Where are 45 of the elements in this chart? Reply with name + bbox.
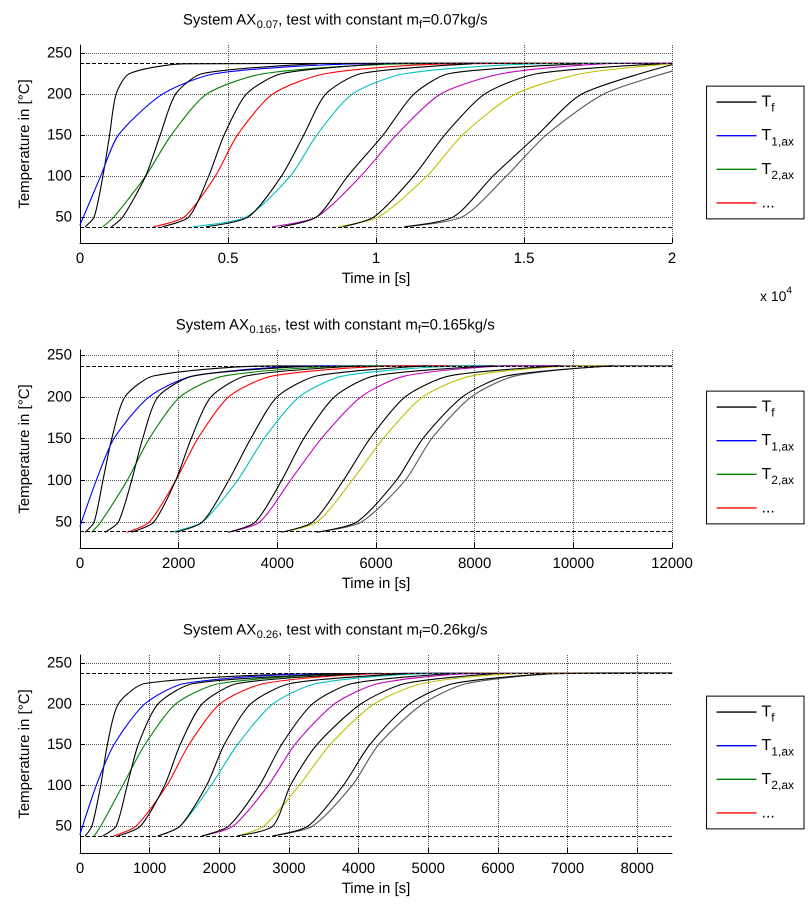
y-tick-label: 250 xyxy=(46,346,72,364)
y-tick-label: 250 xyxy=(46,44,72,62)
y-tick-label: 200 xyxy=(46,695,72,712)
x-tick-label: 2000 xyxy=(202,860,236,877)
y-tick-label: 150 xyxy=(46,430,72,448)
x-tick-label: 10000 xyxy=(552,555,594,572)
y-tick-label: 150 xyxy=(46,126,72,144)
x-tick-label: 0.5 xyxy=(218,250,238,267)
x-tick-label: 0 xyxy=(76,250,84,267)
y-tick-label: 200 xyxy=(46,86,72,103)
y-tick-label: 250 xyxy=(46,654,72,672)
y-tick-label: 100 xyxy=(46,776,72,794)
legend-label: ... xyxy=(762,499,775,516)
legend-label: ... xyxy=(762,194,775,212)
x-tick-label: 2000 xyxy=(162,555,196,572)
y-tick-label: 100 xyxy=(46,472,72,489)
x-tick-label: 0 xyxy=(76,860,84,877)
x-tick-label: 3000 xyxy=(272,860,306,877)
y-axis-title: Temperature in [°C] xyxy=(16,689,33,819)
y-tick-label: 200 xyxy=(46,388,72,406)
x-tick-label: 7000 xyxy=(550,860,584,877)
y-axis-title: Temperature in [°C] xyxy=(16,79,33,209)
x-tick-label: 0 xyxy=(76,555,84,572)
x-tick-label: 6000 xyxy=(481,860,515,877)
x-axis-title: Time in [s] xyxy=(342,270,410,287)
x-axis-title: Time in [s] xyxy=(342,880,410,897)
y-axis-title: Temperature in [°C] xyxy=(16,384,33,514)
x-tick-label: 1 xyxy=(372,250,380,267)
x-tick-label: 8000 xyxy=(620,860,654,877)
x-tick-label: 1000 xyxy=(132,860,166,877)
legend-label: ... xyxy=(762,804,775,822)
x-axis-title: Time in [s] xyxy=(342,574,410,592)
y-tick-label: 50 xyxy=(55,818,72,835)
y-tick-label: 50 xyxy=(55,208,72,226)
x-tick-label: 2 xyxy=(668,250,676,267)
x-tick-label: 12000 xyxy=(651,555,693,572)
x-tick-label: 4000 xyxy=(342,860,376,877)
x-tick-label: 5000 xyxy=(412,860,445,877)
x-tick-label: 8000 xyxy=(458,555,492,572)
y-tick-label: 150 xyxy=(46,736,72,754)
y-tick-label: 50 xyxy=(55,514,72,531)
x-tick-label: 6000 xyxy=(359,555,393,572)
x-tick-label: 4000 xyxy=(260,555,294,572)
x-tick-label: 1.5 xyxy=(514,250,534,267)
y-tick-label: 100 xyxy=(46,167,72,184)
